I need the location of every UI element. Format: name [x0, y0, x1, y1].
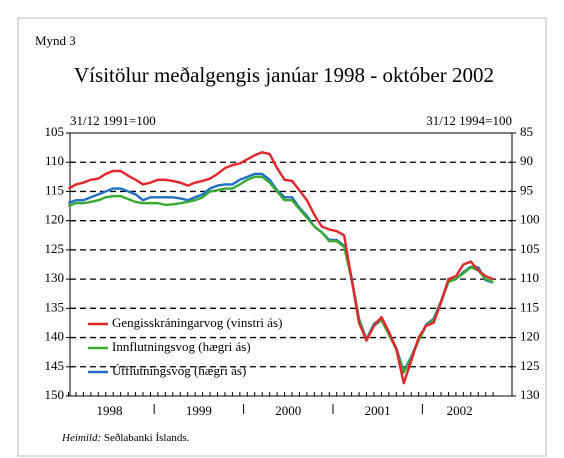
y2-tick-label: 95 — [520, 182, 533, 197]
y2-tick-label: 115 — [520, 299, 539, 314]
y-tick-label: 140 — [45, 329, 65, 344]
figure-label: Mynd 3 — [35, 33, 76, 48]
x-tick-label: 2002 — [447, 403, 473, 418]
legend-label: Gengisskráningarvog (vinstri ás) — [112, 315, 282, 330]
y2-tick-label: 90 — [520, 153, 533, 168]
y-tick-label: 150 — [45, 387, 65, 402]
x-tick-label: 1998 — [96, 403, 122, 418]
y-tick-label: 115 — [45, 182, 64, 197]
source-label: Heimild: — [61, 432, 101, 444]
chart-title: Vísitölur meðalgengis janúar 1998 - októ… — [74, 63, 494, 87]
source-text: Seðlabanki Íslands. — [104, 432, 190, 444]
y-tick-label: 145 — [45, 358, 65, 373]
y-tick-label: 120 — [45, 212, 65, 227]
y2-tick-label: 100 — [520, 212, 540, 227]
source: Heimild: Seðlabanki Íslands. — [61, 432, 190, 444]
y2-tick-label: 110 — [520, 270, 539, 285]
frame — [17, 17, 547, 457]
y2-tick-label: 105 — [520, 241, 540, 256]
x-tick-label: 2001 — [365, 403, 391, 418]
legend-label: Innflutningsvog (hægri ás) — [112, 339, 251, 354]
y-axis-label: 31/12 1991=100 — [70, 113, 156, 128]
x-tick-label: 1999 — [186, 403, 212, 418]
y2-axis-label: 31/12 1994=100 — [426, 113, 512, 128]
y2-tick-label: 120 — [520, 329, 540, 344]
y-tick-label: 105 — [45, 124, 65, 139]
x-tick-label: 2000 — [275, 403, 301, 418]
y-tick-label: 125 — [45, 241, 65, 256]
plot-area — [69, 132, 513, 397]
y2-tick-label: 125 — [520, 358, 540, 373]
y-tick-label: 135 — [45, 299, 65, 314]
y2-tick-label: 130 — [520, 387, 540, 402]
y2-tick-label: 85 — [520, 124, 533, 139]
y-tick-label: 130 — [45, 270, 65, 285]
y-tick-label: 110 — [45, 153, 64, 168]
series-line — [67, 151, 494, 385]
legend-label: Útflutningsvog (hægri ás) — [112, 363, 246, 378]
